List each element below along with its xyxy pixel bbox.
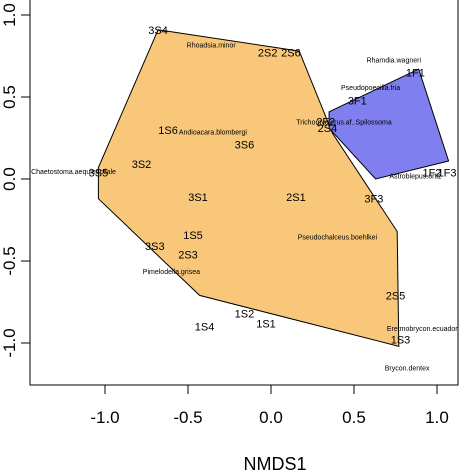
species-label: Pseudopoecilia.fria bbox=[341, 85, 400, 92]
site-label: 3S3 bbox=[145, 241, 165, 253]
site-label: 3S5 bbox=[89, 167, 109, 179]
plot-frame bbox=[29, 0, 459, 386]
y-tick-label: -0.5 bbox=[0, 246, 19, 275]
site-label: 3S6 bbox=[235, 140, 255, 152]
site-label: 3F1 bbox=[348, 95, 367, 107]
site-label: 1F2 bbox=[423, 167, 442, 179]
x-tick-label: 0.5 bbox=[342, 408, 366, 427]
site-label: 2F2 bbox=[316, 117, 335, 129]
site-label: 2S4 bbox=[318, 123, 338, 135]
site-label: 3S2 bbox=[132, 159, 152, 171]
site-label: 2S6 bbox=[281, 48, 301, 60]
species-label: Rhamdia.wagneri bbox=[367, 57, 422, 64]
hull-polygon-1 bbox=[97, 29, 400, 347]
species-label: Chaetostoma.aequinoctiale bbox=[31, 169, 116, 176]
site-label: 1S5 bbox=[183, 230, 203, 242]
site-label: 1S6 bbox=[158, 125, 178, 137]
species-label: Pseudochalceus.boehlkei bbox=[298, 234, 378, 241]
site-label: 2S1 bbox=[286, 192, 306, 204]
species-label: Trichomycterus.af..Spilossoma bbox=[296, 120, 392, 127]
y-tick-label: 0.0 bbox=[0, 167, 19, 191]
site-label: 1S1 bbox=[256, 318, 276, 330]
x-tick-label: -0.5 bbox=[173, 408, 202, 427]
y-tick-label: 0.5 bbox=[0, 85, 19, 109]
y-tick-label: -1.0 bbox=[0, 328, 19, 357]
x-tick-label: -1.0 bbox=[90, 408, 119, 427]
site-label: 1S3 bbox=[391, 335, 411, 347]
site-label: 2S3 bbox=[178, 249, 198, 261]
species-label: Brycon.dentex bbox=[385, 366, 430, 373]
site-label: 2S2 bbox=[258, 48, 278, 60]
site-label: 3S1 bbox=[188, 192, 208, 204]
site-label: 1F3 bbox=[438, 167, 457, 179]
site-label: 2S5 bbox=[386, 290, 406, 302]
x-tick-label: 1.0 bbox=[425, 408, 449, 427]
species-label: Pimelodella.grisea bbox=[143, 269, 200, 276]
site-label: 3S4 bbox=[148, 25, 168, 37]
site-label: 1S2 bbox=[235, 309, 255, 321]
x-tick-label: 0.0 bbox=[259, 408, 283, 427]
species-label: Andioacara.blombergi bbox=[179, 129, 248, 136]
hull-polygon-2 bbox=[328, 68, 450, 180]
y-tick-label: 1.0 bbox=[0, 3, 19, 27]
axis-layer: -1.0 -0.5 0.0 0.5 1.0 -1.0 -0.5 0.0 0.5 1.0 bbox=[0, 3, 449, 427]
x-axis-title: NMDS1 bbox=[243, 454, 306, 474]
site-label: 3F3 bbox=[364, 194, 383, 206]
species-label: Eretmobrycon.ecuadorensis bbox=[387, 326, 474, 333]
site-label: 1F1 bbox=[406, 67, 425, 79]
hull-layer bbox=[97, 29, 450, 347]
species-label: Rhoadsia.minor bbox=[187, 43, 237, 50]
species-label: Astroblepus.ortiz bbox=[389, 174, 442, 181]
site-label: 1S4 bbox=[195, 322, 215, 334]
